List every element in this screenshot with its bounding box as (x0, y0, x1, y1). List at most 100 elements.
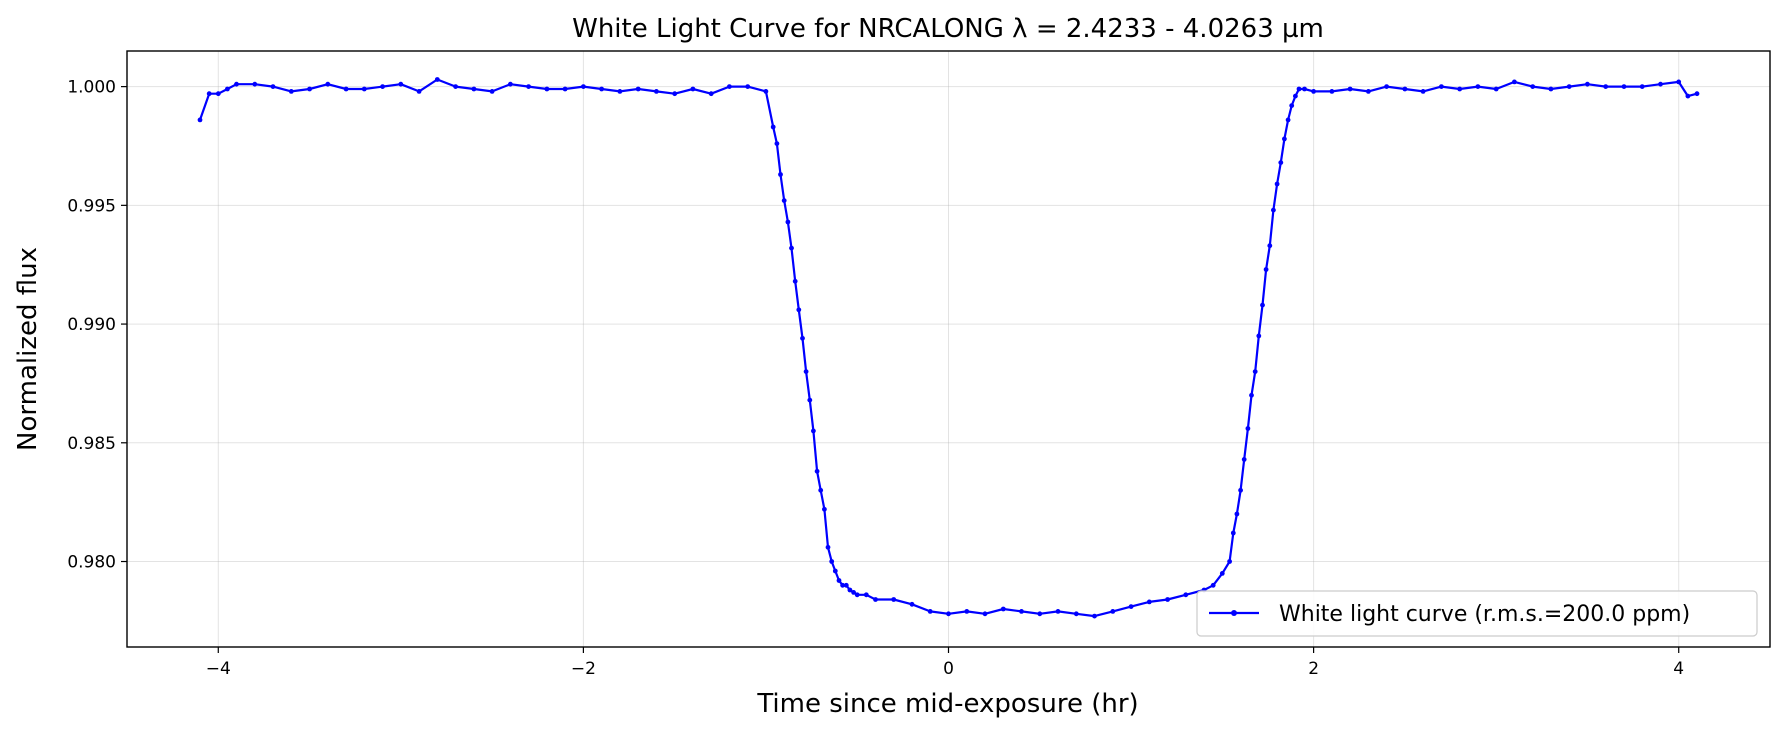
data-point (1293, 93, 1298, 99)
data-point (307, 86, 312, 92)
x-tick-label: −4 (206, 659, 231, 679)
data-point (1263, 267, 1269, 272)
data-point (672, 91, 678, 97)
data-point (818, 487, 824, 493)
data-point (1402, 86, 1408, 92)
data-point (1289, 103, 1295, 108)
data-point (763, 89, 769, 94)
data-point (1241, 457, 1247, 462)
data-point (792, 278, 798, 284)
legend-dot-marker (1231, 610, 1237, 616)
data-point (1603, 84, 1609, 89)
data-point (807, 397, 813, 403)
data-point (617, 89, 623, 94)
data-point (1585, 81, 1590, 87)
data-point (635, 86, 641, 92)
x-tick-label: 4 (1673, 659, 1684, 679)
data-point (1329, 89, 1335, 94)
data-point (1658, 81, 1663, 87)
data-point (1621, 84, 1627, 89)
x-tick-label: 0 (943, 659, 954, 679)
legend-box (1196, 590, 1758, 637)
data-point (1420, 89, 1426, 94)
y-axis-label: Normalized flux (13, 247, 43, 451)
y-axis-ticks: 0.980 0.985 0.990 0.995 1.000 (67, 78, 127, 573)
data-point (1219, 571, 1225, 576)
data-point (1267, 243, 1273, 249)
grid (127, 51, 1770, 647)
data-point (1110, 609, 1116, 614)
data-point (1639, 84, 1645, 89)
data-point (1278, 160, 1284, 166)
data-point (1249, 392, 1254, 398)
y-tick-label: 0.980 (67, 553, 116, 573)
x-axis-ticks: −4 −2 0 2 4 (206, 647, 1684, 679)
data-point (840, 582, 845, 588)
data-point (1000, 606, 1006, 612)
data-point (1037, 611, 1043, 617)
data-point (1183, 592, 1189, 598)
data-point (1274, 181, 1280, 187)
data-point (1296, 86, 1302, 92)
data-point (873, 597, 878, 602)
data-point (836, 578, 842, 583)
data-point (270, 84, 276, 89)
data-point (832, 568, 838, 574)
data-point (1439, 84, 1444, 89)
data-point (825, 544, 831, 550)
data-point (789, 245, 794, 251)
data-point (727, 84, 732, 89)
data-point (252, 81, 258, 87)
data-point (1311, 89, 1316, 94)
data-point (234, 81, 239, 87)
data-point (863, 592, 869, 598)
x-tick-label: 2 (1308, 659, 1319, 679)
data-point (526, 84, 531, 89)
data-point (811, 428, 816, 434)
chart-title: White Light Curve for NRCALONG λ = 2.423… (572, 14, 1324, 44)
data-point (1285, 117, 1291, 123)
data-point (489, 89, 495, 94)
data-point (1165, 597, 1170, 602)
data-point (1384, 84, 1389, 89)
data-point (1019, 609, 1024, 614)
series-layer (197, 77, 1700, 619)
data-point (891, 597, 897, 602)
data-point (1366, 89, 1371, 94)
data-point (1493, 86, 1499, 92)
data-point (380, 84, 385, 89)
data-point (1512, 79, 1517, 85)
data-point (1530, 84, 1536, 89)
data-point (745, 84, 751, 89)
x-axis-label: Time since mid-exposure (hr) (756, 689, 1138, 719)
data-point (1260, 302, 1265, 308)
data-point (778, 172, 783, 177)
data-point (581, 84, 586, 89)
data-point (1146, 599, 1152, 605)
data-point (785, 219, 791, 225)
data-point (1282, 136, 1287, 142)
data-point (1128, 604, 1134, 609)
data-point (796, 307, 802, 313)
data-point (690, 86, 696, 92)
y-tick-label: 0.990 (67, 315, 116, 335)
data-point (1347, 86, 1353, 92)
data-point (964, 609, 970, 614)
data-point (325, 81, 331, 87)
data-point (1475, 84, 1481, 89)
data-point (1271, 207, 1276, 213)
y-tick-label: 0.995 (67, 196, 116, 216)
data-point (1256, 333, 1262, 339)
data-point (1230, 530, 1236, 536)
data-point (1092, 613, 1097, 619)
data-point (215, 91, 221, 97)
data-point (1245, 426, 1251, 431)
y-tick-label: 1.000 (67, 78, 116, 98)
data-point (434, 77, 440, 82)
data-point (909, 601, 915, 607)
data-point (508, 81, 513, 87)
data-point (225, 86, 230, 92)
data-point (288, 89, 294, 94)
data-point (946, 611, 951, 617)
